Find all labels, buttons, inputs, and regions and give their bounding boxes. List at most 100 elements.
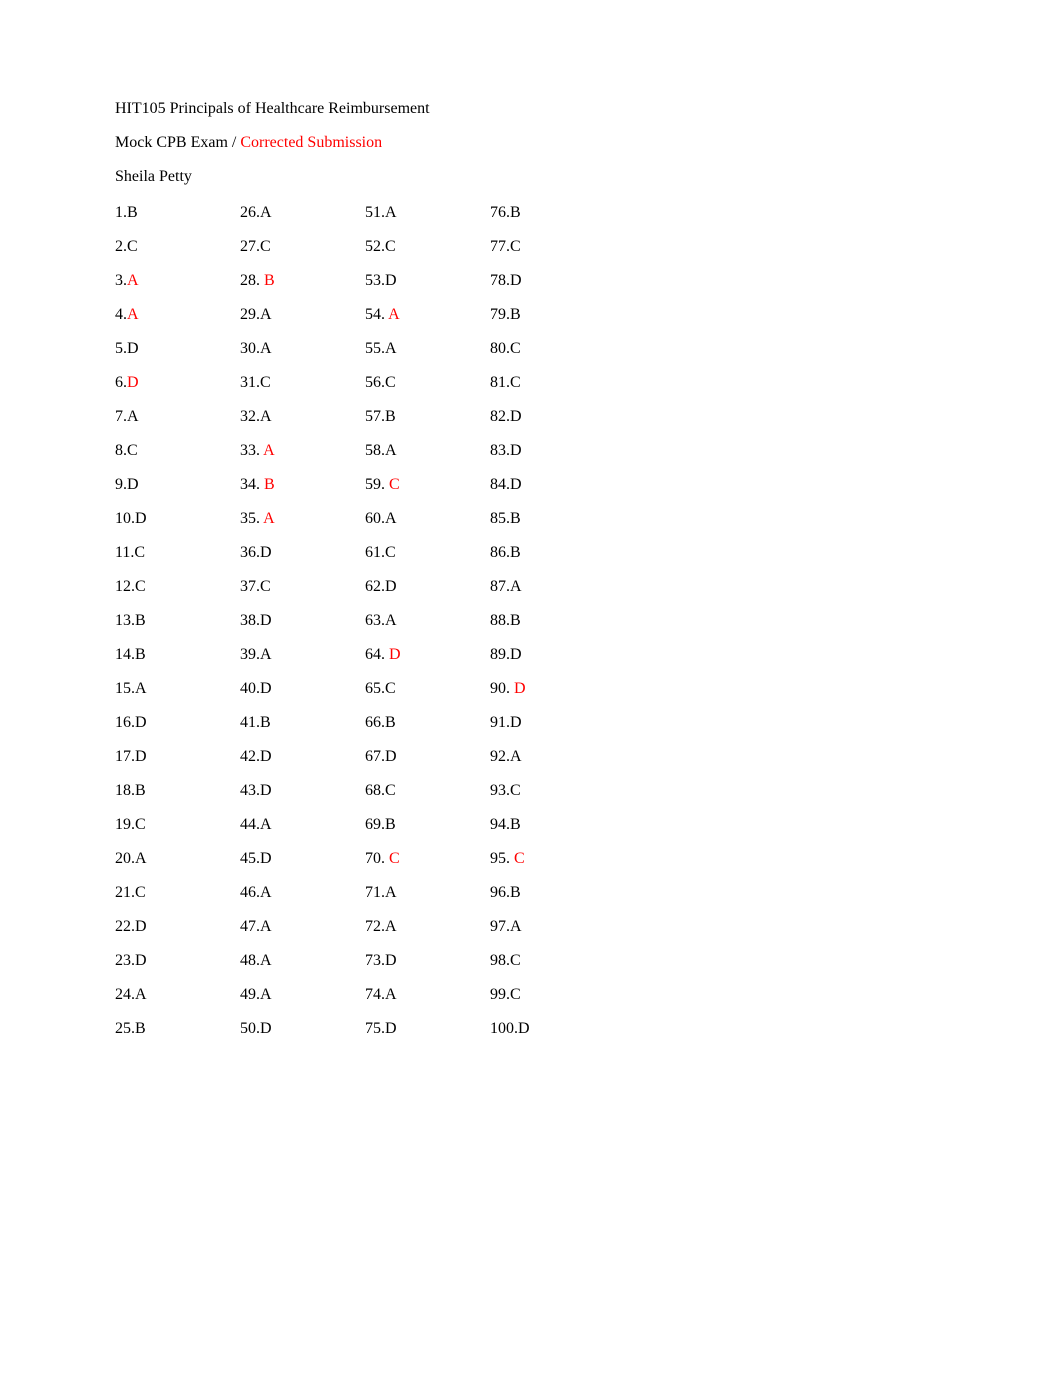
- answer-letter: D: [385, 748, 397, 765]
- answer-cell: 8.C: [115, 442, 240, 460]
- answer-col-2: 26.A27.C28. B29.A30.A31.C32.A33. A34. B3…: [240, 204, 365, 1054]
- answer-letter: A: [135, 680, 147, 697]
- answer-cell: 22.D: [115, 918, 240, 936]
- answer-cell: 95. C: [490, 850, 615, 868]
- answer-letter: A: [260, 442, 275, 459]
- answer-cell: 54. A: [365, 306, 490, 324]
- answer-cell: 57.B: [365, 408, 490, 426]
- answer-cell: 97.A: [490, 918, 615, 936]
- answer-number: 9.: [115, 476, 127, 493]
- answer-cell: 29.A: [240, 306, 365, 324]
- answer-number: 39.: [240, 646, 260, 663]
- answer-number: 7.: [115, 408, 127, 425]
- answer-number: 11.: [115, 544, 134, 561]
- answer-letter: C: [510, 850, 525, 867]
- answer-cell: 1.B: [115, 204, 240, 222]
- answer-letter: D: [260, 612, 272, 629]
- answer-cell: 70. C: [365, 850, 490, 868]
- answer-letter: C: [260, 238, 271, 255]
- answer-letter: A: [260, 952, 272, 969]
- answer-letter: A: [385, 986, 397, 1003]
- answer-cell: 69.B: [365, 816, 490, 834]
- answer-number: 40.: [240, 680, 260, 697]
- answer-letter: D: [127, 476, 139, 493]
- answer-letter: D: [135, 510, 147, 527]
- answer-cell: 40.D: [240, 680, 365, 698]
- answer-letter: B: [510, 204, 521, 221]
- answer-letter: D: [260, 1020, 272, 1037]
- answer-letter: C: [510, 952, 521, 969]
- answer-letter: B: [510, 816, 521, 833]
- answer-letter: D: [510, 476, 522, 493]
- answer-number: 38.: [240, 612, 260, 629]
- answer-number: 51.: [365, 204, 385, 221]
- answer-cell: 82.D: [490, 408, 615, 426]
- answer-number: 23.: [115, 952, 135, 969]
- answer-number: 47.: [240, 918, 260, 935]
- answer-number: 69.: [365, 816, 385, 833]
- answer-number: 2.: [115, 238, 127, 255]
- answer-cell: 52.C: [365, 238, 490, 256]
- answer-number: 74.: [365, 986, 385, 1003]
- answer-letter: B: [135, 782, 146, 799]
- answer-letter: B: [260, 476, 275, 493]
- answer-number: 16.: [115, 714, 135, 731]
- answer-letter: C: [510, 986, 521, 1003]
- answer-cell: 71.A: [365, 884, 490, 902]
- answer-number: 26.: [240, 204, 260, 221]
- answer-number: 4.: [115, 306, 127, 323]
- answer-number: 12.: [115, 578, 135, 595]
- answer-letter: B: [510, 306, 521, 323]
- answer-letter: D: [127, 374, 139, 391]
- answer-number: 77.: [490, 238, 510, 255]
- answer-letter: D: [260, 748, 272, 765]
- answer-number: 71.: [365, 884, 385, 901]
- answer-col-3: 51.A52.C53.D54. A55.A56.C57.B58.A59. C60…: [365, 204, 490, 1054]
- answer-number: 90.: [490, 680, 510, 697]
- answer-number: 46.: [240, 884, 260, 901]
- answer-letter: D: [510, 680, 526, 697]
- answer-cell: 90. D: [490, 680, 615, 698]
- answer-number: 8.: [115, 442, 127, 459]
- answer-letter: D: [510, 272, 522, 289]
- answer-number: 97.: [490, 918, 510, 935]
- answer-cell: 88.B: [490, 612, 615, 630]
- answer-letter: D: [260, 544, 272, 561]
- answer-cell: 84.D: [490, 476, 615, 494]
- answer-number: 44.: [240, 816, 260, 833]
- answer-number: 94.: [490, 816, 510, 833]
- answer-cell: 91.D: [490, 714, 615, 732]
- answer-cell: 31.C: [240, 374, 365, 392]
- answer-letter: D: [135, 952, 147, 969]
- answer-grid: 1.B2.C3.A4.A5.D6.D7.A8.C9.D10.D11.C12.C1…: [115, 204, 947, 1054]
- answer-cell: 73.D: [365, 952, 490, 970]
- answer-number: 100.: [490, 1020, 518, 1037]
- answer-cell: 76.B: [490, 204, 615, 222]
- answer-cell: 41.B: [240, 714, 365, 732]
- answer-letter: C: [510, 374, 521, 391]
- answer-number: 64.: [365, 646, 385, 663]
- answer-letter: A: [260, 306, 272, 323]
- answer-cell: 20.A: [115, 850, 240, 868]
- answer-cell: 38.D: [240, 612, 365, 630]
- answer-cell: 46.A: [240, 884, 365, 902]
- answer-number: 27.: [240, 238, 260, 255]
- answer-number: 60.: [365, 510, 385, 527]
- answer-letter: D: [510, 646, 522, 663]
- answer-number: 31.: [240, 374, 260, 391]
- answer-cell: 63.A: [365, 612, 490, 630]
- answer-letter: A: [260, 408, 272, 425]
- answer-cell: 47.A: [240, 918, 365, 936]
- answer-letter: D: [510, 408, 522, 425]
- answer-letter: C: [385, 680, 396, 697]
- answer-cell: 75.D: [365, 1020, 490, 1038]
- answer-letter: D: [260, 680, 272, 697]
- exam-title-line: Mock CPB Exam / Corrected Submission: [115, 134, 947, 152]
- answer-cell: 4.A: [115, 306, 240, 324]
- answer-cell: 13.B: [115, 612, 240, 630]
- answer-cell: 78.D: [490, 272, 615, 290]
- answer-letter: A: [260, 340, 272, 357]
- answer-number: 81.: [490, 374, 510, 391]
- answer-number: 15.: [115, 680, 135, 697]
- answer-cell: 72.A: [365, 918, 490, 936]
